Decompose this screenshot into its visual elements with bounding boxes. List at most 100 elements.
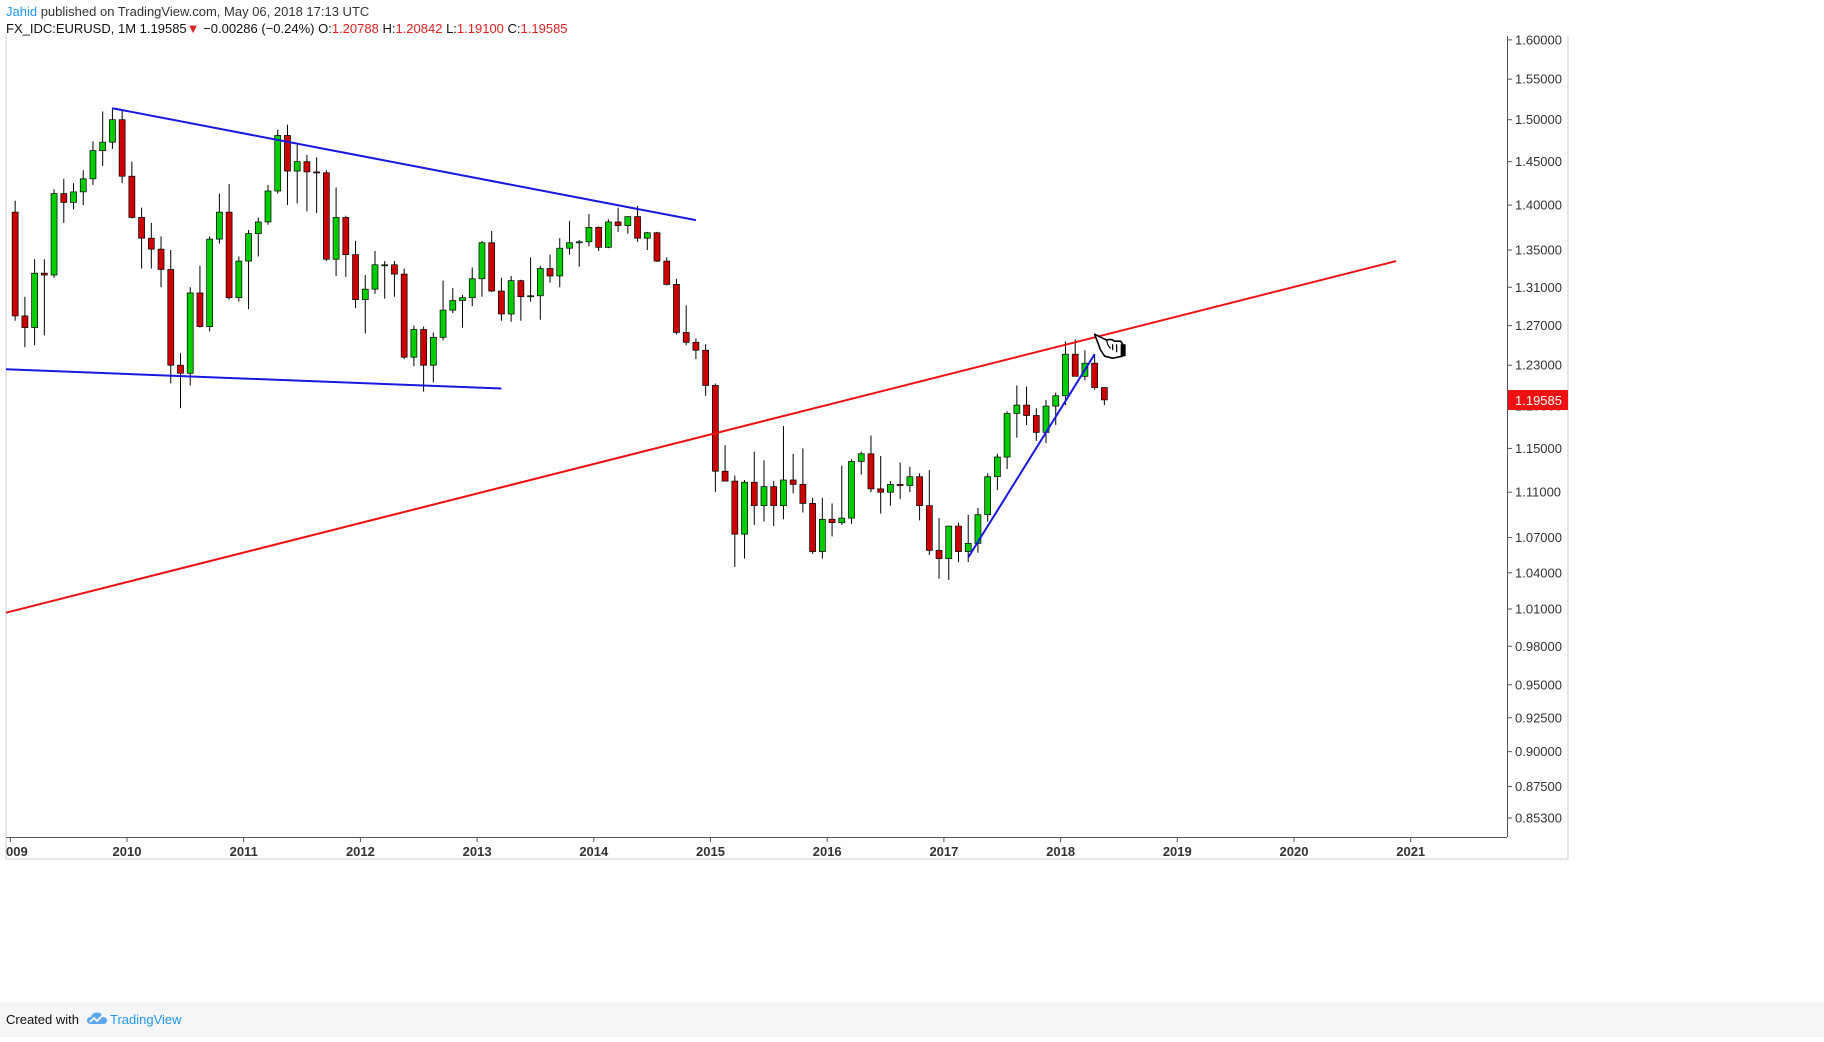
- x-tick-label: 009: [6, 844, 28, 859]
- tradingview-link[interactable]: TradingView: [110, 1012, 182, 1027]
- candle-body: [964, 543, 972, 552]
- candle-body: [89, 150, 97, 180]
- y-tick-label: 1.23000: [1515, 358, 1562, 373]
- candle-body: [712, 385, 719, 472]
- tradingview-cloud-icon[interactable]: [86, 1011, 108, 1030]
- candle: [488, 230, 496, 292]
- candle-body: [624, 216, 632, 226]
- candle-body: [643, 232, 651, 239]
- candle: [342, 215, 350, 277]
- candle: [225, 184, 233, 300]
- candle: [99, 111, 107, 166]
- candle-body: [186, 292, 194, 374]
- candle-body: [857, 453, 865, 462]
- candle-body: [225, 211, 233, 299]
- candle-body: [935, 550, 943, 559]
- candle: [177, 353, 184, 409]
- candle-body: [459, 297, 466, 301]
- candle: [459, 294, 466, 328]
- candle-body: [381, 264, 389, 267]
- candle-body: [1013, 404, 1021, 414]
- candle-body: [138, 217, 145, 239]
- candle-body: [556, 247, 564, 277]
- candle: [712, 383, 719, 493]
- close-label: C:: [507, 21, 521, 36]
- candle-body: [284, 135, 291, 172]
- candle: [556, 238, 564, 288]
- candle: [848, 459, 855, 524]
- x-tick-label: 2014: [579, 844, 609, 859]
- candle-body: [780, 479, 787, 506]
- candle: [575, 240, 583, 267]
- candle: [731, 475, 739, 567]
- candle-body: [994, 456, 1001, 478]
- change-value: −0.00286 (−0.24%): [203, 21, 315, 36]
- candle-body: [245, 233, 252, 262]
- symbol-label: FX_IDC:EURUSD, 1M: [6, 21, 137, 36]
- candle-body: [11, 211, 19, 317]
- candle-body: [925, 505, 933, 551]
- candle-body: [1052, 395, 1060, 407]
- created-with-label: Created with: [6, 1012, 79, 1027]
- candle-body: [896, 484, 904, 486]
- candle: [157, 236, 165, 288]
- candle: [789, 453, 797, 494]
- candle-body: [663, 260, 671, 285]
- candle: [857, 451, 865, 475]
- candle-body: [634, 216, 641, 239]
- candle: [371, 250, 379, 294]
- candle-body: [517, 280, 525, 298]
- candle: [925, 470, 933, 556]
- candle: [643, 231, 651, 251]
- candle: [945, 525, 953, 580]
- candle-body: [906, 476, 914, 486]
- author-link[interactable]: Jahid: [6, 4, 38, 19]
- candle-body: [79, 178, 87, 193]
- candle: [138, 207, 145, 269]
- candle: [1032, 408, 1040, 441]
- candle: [478, 240, 486, 297]
- candle-body: [653, 232, 661, 262]
- candle: [89, 141, 97, 185]
- y-tick-label: 1.07000: [1515, 530, 1562, 545]
- candle: [70, 183, 77, 210]
- publish-info: published on TradingView.com, May 06, 20…: [40, 4, 370, 19]
- candle-body: [371, 264, 379, 290]
- candle: [128, 161, 136, 219]
- candle: [750, 451, 758, 525]
- candle-body: [264, 190, 272, 223]
- candle-body: [818, 518, 826, 552]
- candle-body: [254, 221, 262, 235]
- candle-body: [887, 484, 894, 493]
- candle-body: [128, 175, 136, 218]
- candle: [1013, 385, 1021, 438]
- candle: [293, 144, 301, 204]
- candle-body: [1023, 404, 1030, 416]
- candle-body: [614, 221, 622, 226]
- candle: [31, 259, 38, 346]
- x-tick-label: 2012: [346, 844, 375, 859]
- candle-body: [410, 329, 418, 358]
- candle-body: [488, 242, 496, 292]
- y-tick-label: 1.31000: [1515, 280, 1562, 295]
- candle: [410, 325, 418, 367]
- y-tick-label: 0.87500: [1515, 779, 1562, 794]
- candle-body: [507, 280, 515, 315]
- candle: [186, 287, 194, 386]
- candle-body: [118, 119, 126, 177]
- candle: [916, 473, 923, 521]
- x-tick-label: 2010: [113, 844, 142, 859]
- publish-line: Jahid published on TradingView.com, May …: [6, 3, 369, 20]
- candle-body: [157, 248, 165, 270]
- x-tick-label: 2021: [1396, 844, 1425, 859]
- candle: [235, 256, 243, 302]
- red-trendline: [5, 260, 1397, 614]
- hand-cuff: [1120, 344, 1126, 357]
- candle: [994, 453, 1001, 490]
- candle-body: [31, 272, 38, 328]
- candle-body: [877, 488, 885, 493]
- candle: [838, 465, 846, 525]
- down-arrow-icon: ▼: [186, 21, 200, 36]
